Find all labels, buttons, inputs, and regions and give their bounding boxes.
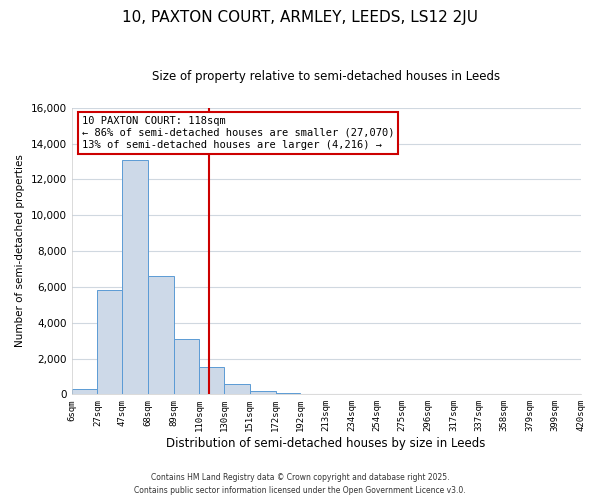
Bar	[199, 368, 224, 394]
X-axis label: Distribution of semi-detached houses by size in Leeds: Distribution of semi-detached houses by …	[166, 437, 486, 450]
Bar	[148, 276, 173, 394]
Bar	[97, 290, 122, 395]
Bar	[173, 339, 199, 394]
Text: 10 PAXTON COURT: 118sqm
← 86% of semi-detached houses are smaller (27,070)
13% o: 10 PAXTON COURT: 118sqm ← 86% of semi-de…	[82, 116, 394, 150]
Text: Contains HM Land Registry data © Crown copyright and database right 2025.
Contai: Contains HM Land Registry data © Crown c…	[134, 474, 466, 495]
Bar	[122, 160, 148, 394]
Title: Size of property relative to semi-detached houses in Leeds: Size of property relative to semi-detach…	[152, 70, 500, 83]
Bar	[275, 392, 300, 394]
Bar	[71, 389, 97, 394]
Bar	[224, 384, 250, 394]
Bar	[250, 391, 275, 394]
Text: 10, PAXTON COURT, ARMLEY, LEEDS, LS12 2JU: 10, PAXTON COURT, ARMLEY, LEEDS, LS12 2J…	[122, 10, 478, 25]
Y-axis label: Number of semi-detached properties: Number of semi-detached properties	[15, 154, 25, 348]
